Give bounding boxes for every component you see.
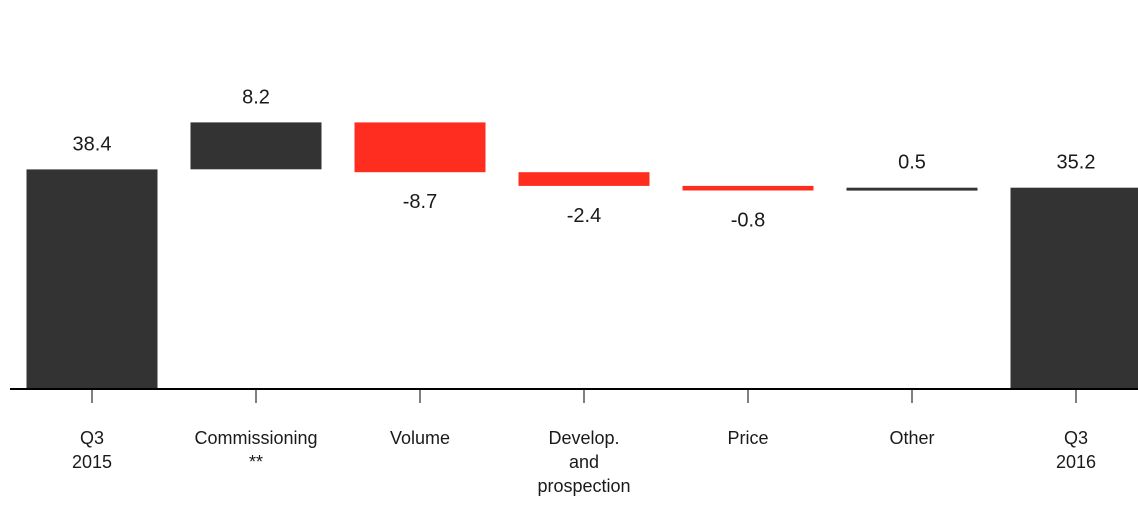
- x-tick-label-line: and: [569, 452, 599, 472]
- x-tick-label-line: Commissioning: [194, 428, 317, 448]
- x-tick-label-line: Q3: [80, 428, 104, 448]
- bars-layer: [27, 122, 1138, 389]
- value-label-1: 8.2: [242, 86, 270, 108]
- x-tick-label-6: Q3 2016: [1056, 428, 1096, 472]
- x-tick-label-line: Price: [727, 428, 768, 448]
- value-label-6: 35.2: [1057, 152, 1096, 174]
- x-axis: [10, 389, 1138, 403]
- x-tick-label-line: 2015: [72, 452, 112, 472]
- x-tick-label-line: 2016: [1056, 452, 1096, 472]
- x-tick-label-line: Other: [889, 428, 934, 448]
- bar-5: [847, 188, 978, 191]
- x-tick-label-line: **: [249, 452, 263, 472]
- value-label-0: 38.4: [73, 133, 112, 155]
- x-tick-label-1: Commissioning **: [194, 428, 317, 472]
- x-tick-label-5: Other: [889, 428, 934, 448]
- value-label-3: -2.4: [567, 205, 601, 227]
- x-tick-label-line: prospection: [537, 476, 630, 496]
- bar-2: [355, 122, 486, 172]
- value-label-5: 0.5: [898, 152, 926, 174]
- x-tick-label-2: Volume: [390, 428, 450, 448]
- bar-6: [1011, 188, 1138, 389]
- x-tick-label-3: Develop. and prospection: [537, 428, 630, 496]
- value-label-2: -8.7: [403, 191, 437, 213]
- x-tick-label-4: Price: [727, 428, 768, 448]
- x-tick-label-line: Q3: [1064, 428, 1088, 448]
- bar-3: [519, 172, 650, 186]
- x-tick-label-0: Q3 2015: [72, 428, 112, 472]
- bar-1: [191, 122, 322, 169]
- x-tick-labels: Q3 2015 Commissioning ** Volume Develop. and pr…: [72, 428, 1096, 496]
- x-tick-label-line: Develop.: [548, 428, 619, 448]
- x-tick-label-line: Volume: [390, 428, 450, 448]
- bar-0: [27, 169, 158, 389]
- bar-4: [683, 186, 814, 191]
- value-label-4: -0.8: [731, 210, 765, 232]
